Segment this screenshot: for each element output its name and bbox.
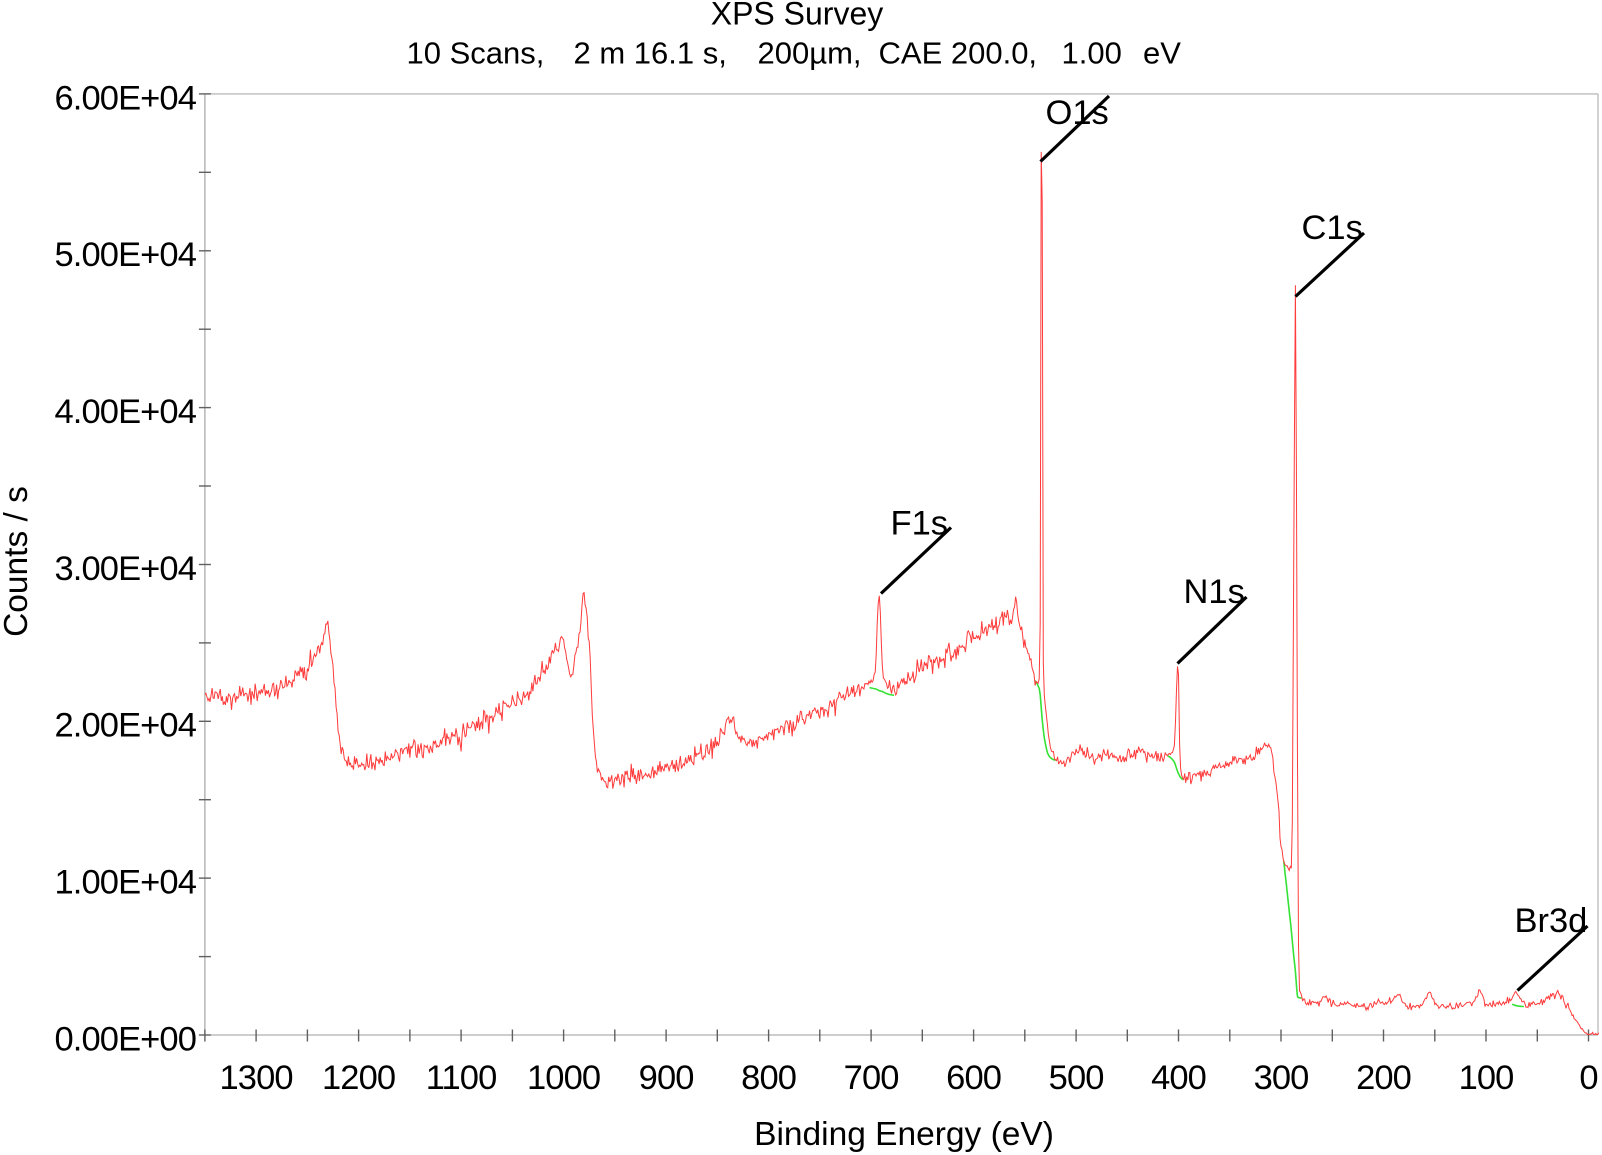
- svg-text:Binding Energy (eV): Binding Energy (eV): [754, 1116, 1054, 1153]
- svg-text:N1s: N1s: [1184, 573, 1245, 611]
- svg-text:2.00E+04: 2.00E+04: [55, 707, 197, 745]
- svg-text:1100: 1100: [426, 1059, 497, 1097]
- svg-text:F1s: F1s: [891, 505, 949, 543]
- svg-text:XPS Survey: XPS Survey: [711, 0, 884, 32]
- svg-text:3.00E+04: 3.00E+04: [55, 550, 197, 588]
- svg-text:5.00E+04: 5.00E+04: [55, 236, 197, 274]
- svg-text:0.00E+00: 0.00E+00: [55, 1020, 196, 1058]
- svg-text:4.00E+04: 4.00E+04: [55, 393, 197, 431]
- svg-text:400: 400: [1151, 1059, 1206, 1097]
- svg-text:900: 900: [639, 1059, 694, 1097]
- svg-text:6.00E+04: 6.00E+04: [55, 79, 197, 117]
- svg-text:500: 500: [1049, 1059, 1104, 1097]
- svg-text:100: 100: [1459, 1059, 1514, 1097]
- svg-text:300: 300: [1254, 1059, 1309, 1097]
- svg-text:eV: eV: [1143, 35, 1181, 70]
- svg-text:1.00E+04: 1.00E+04: [55, 864, 197, 902]
- svg-text:2 m 16.1 s,: 2 m 16.1 s,: [574, 35, 727, 70]
- svg-text:10 Scans,: 10 Scans,: [407, 35, 545, 70]
- svg-text:200: 200: [1356, 1059, 1411, 1097]
- svg-text:600: 600: [946, 1059, 1001, 1097]
- svg-text:800: 800: [741, 1059, 796, 1097]
- svg-text:CAE 200.0,: CAE 200.0,: [879, 35, 1038, 70]
- svg-text:1300: 1300: [220, 1059, 293, 1097]
- svg-text:1.00: 1.00: [1062, 35, 1122, 70]
- svg-text:700: 700: [844, 1059, 899, 1097]
- svg-text:0: 0: [1579, 1059, 1597, 1097]
- svg-text:Counts / s: Counts / s: [0, 486, 35, 637]
- svg-text:200µm,: 200µm,: [758, 35, 862, 70]
- svg-text:1000: 1000: [527, 1059, 600, 1097]
- svg-text:1200: 1200: [322, 1059, 395, 1097]
- svg-text:C1s: C1s: [1302, 209, 1363, 247]
- svg-text:O1s: O1s: [1046, 94, 1109, 132]
- svg-text:Br3d: Br3d: [1515, 902, 1588, 940]
